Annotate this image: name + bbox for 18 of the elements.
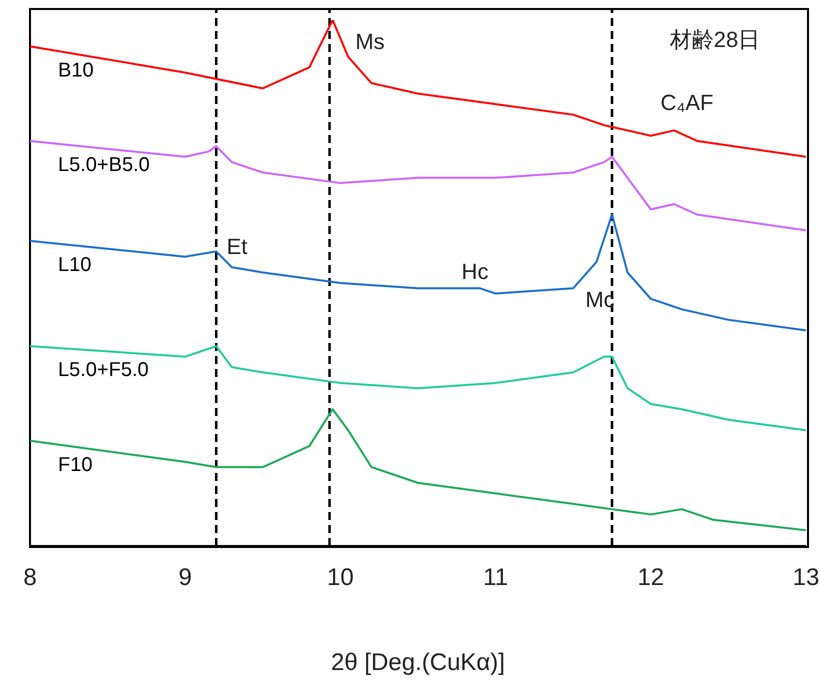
x-tick-label: 9 xyxy=(178,564,192,592)
annotation: Mc xyxy=(585,287,615,313)
x-tick-label: 8 xyxy=(23,564,37,592)
series-label: L5.0+B5.0 xyxy=(58,154,150,176)
annotation: Et xyxy=(226,234,248,260)
series-label: B10 xyxy=(58,59,94,82)
series-label: L5.0+F5.0 xyxy=(58,359,149,382)
x-axis-title: 2θ [Deg.(CuKα)] xyxy=(331,649,505,676)
x-tick-label: 12 xyxy=(637,564,664,592)
annotation: Hc xyxy=(462,259,488,285)
x-tick-label: 11 xyxy=(483,564,508,592)
series-label: F10 xyxy=(58,454,92,476)
x-tick-label: 10 xyxy=(327,564,354,592)
annotation: Ms xyxy=(355,29,385,55)
annotation: 材齢28日 xyxy=(670,26,760,54)
annotation: C₄AF xyxy=(660,90,714,116)
x-tick-label: 13 xyxy=(792,564,820,592)
series-label: L10 xyxy=(58,254,92,276)
